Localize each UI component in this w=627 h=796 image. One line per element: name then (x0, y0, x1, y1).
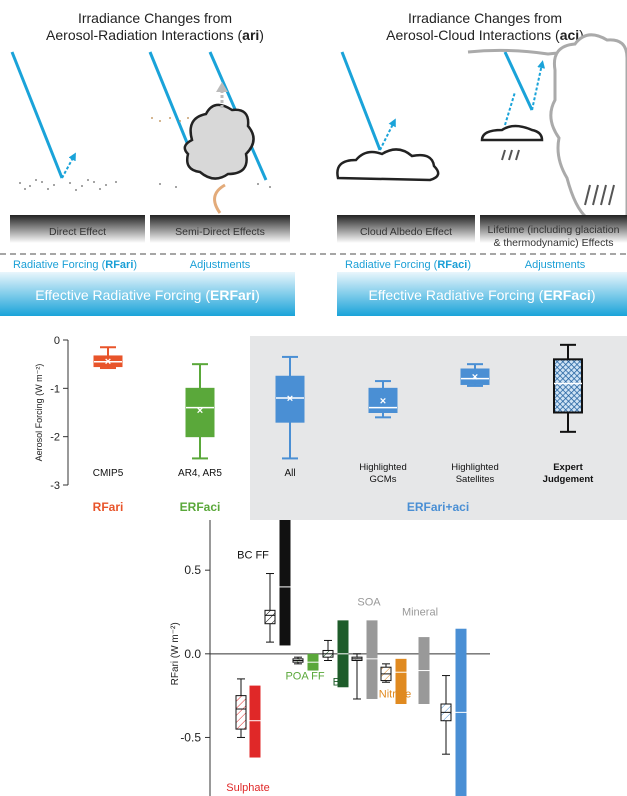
series-label: BC FF (237, 549, 269, 561)
ari-title-line1: Irradiance Changes from (77, 10, 233, 26)
group-label: RFari (93, 500, 124, 514)
ari-title-line2: Aerosol-Radiation Interactions (ari) (46, 27, 264, 43)
mean-marker: × (472, 371, 478, 383)
rf-aci-label: Radiative Forcing (RFaci) (345, 259, 471, 271)
category-label: Expert (553, 462, 583, 473)
hatched-box (264, 609, 276, 625)
category-label: CMIP5 (93, 468, 124, 479)
category-label: Satellites (456, 474, 495, 485)
hatched-box (235, 695, 247, 730)
mean-marker: × (287, 393, 293, 405)
y-tick-label: -1 (50, 383, 60, 395)
series-label: Nitrate (379, 688, 411, 700)
y-tick-label: 0.5 (184, 563, 201, 577)
direct-effect-band (10, 215, 145, 243)
y-axis-label: Aerosol Forcing (W m⁻²) (34, 364, 44, 462)
category-label: GCMs (370, 474, 397, 485)
aci-title-line2: Aerosol-Cloud Interactions (aci) (386, 27, 584, 43)
mean-marker: × (105, 356, 111, 368)
group-label: ERFari+aci (407, 500, 469, 514)
solid-bar (395, 658, 407, 704)
rf-ari-label: Radiative Forcing (RFari) (12, 259, 138, 271)
lifetime-band (480, 215, 627, 243)
rfari-species-chart: 0.5 0.0 -0.5 RFari (W m⁻²) Sulphate BC FF POA … (170, 520, 490, 796)
series-label: Mineral (402, 606, 438, 618)
category-label: AR4, AR5 (178, 468, 222, 479)
direct-effect-panel (10, 51, 117, 191)
ari-title: Irradiance Changes from Aerosol-Radiatio… (40, 10, 270, 44)
aerosol-forcing-chart: 0 -1 -2 -3 Aerosol Forcing (W m⁻²) × CMIP5 × AR4… (34, 335, 627, 520)
mean-marker: × (197, 405, 203, 417)
series-label: POA FF (285, 671, 324, 683)
erf-aci-band (337, 272, 627, 316)
box (553, 358, 583, 414)
lifetime-effect-panel (467, 33, 627, 220)
y-tick-label: 0.0 (184, 647, 201, 661)
solid-bar (279, 520, 291, 646)
y-tick-label: -0.5 (180, 730, 201, 744)
y-axis-label: RFari (W m⁻²) (170, 622, 181, 685)
semi-direct-band (150, 215, 290, 243)
schematic-illustration (0, 33, 627, 316)
erf-ari-band (0, 272, 295, 316)
cloud-albedo-panel (336, 51, 440, 182)
solid-bar (249, 685, 261, 758)
y-tick-label: -3 (50, 480, 60, 492)
semi-direct-effect-panel (148, 51, 271, 214)
box (185, 387, 215, 438)
solid-bar (366, 620, 378, 699)
series-label: SOA (357, 596, 381, 608)
category-label: Highlighted (359, 462, 407, 473)
y-tick-label: 0 (54, 335, 60, 347)
semi-direct-effects-label: Semi-Direct Effects (175, 226, 265, 238)
group-label: ERFaci (180, 500, 221, 514)
erf-aci-label: Effective Radiative Forcing (ERFaci) (368, 287, 596, 303)
y-tick-label: -2 (50, 432, 60, 444)
cloud-albedo-effect-label: Cloud Albedo Effect (359, 226, 453, 238)
series-label: BB (333, 677, 348, 689)
box (368, 387, 398, 413)
adjustments-aci-label: Adjustments (524, 259, 586, 271)
box (460, 368, 490, 385)
adjustments-ari-label: Adjustments (189, 259, 251, 271)
direct-effect-label: Direct Effect (49, 226, 106, 238)
box (275, 375, 305, 423)
lifetime-effects-label: Lifetime (including glaciation & thermod… (480, 224, 627, 250)
aci-title-line1: Irradiance Changes from (407, 10, 563, 26)
series-label: Sulphate (226, 782, 269, 794)
category-label: Judgement (543, 474, 595, 485)
erf-ari-label: Effective Radiative Forcing (ERFari) (35, 287, 260, 303)
lifetime-effects-line2: & thermodynamic) Effects (493, 237, 614, 249)
cloud-albedo-band (337, 215, 475, 243)
lifetime-effects-line1: Lifetime (including glaciation (487, 224, 620, 236)
category-label: Highlighted (451, 462, 499, 473)
category-label: All (284, 468, 295, 479)
mean-marker: × (380, 395, 386, 407)
aci-title: Irradiance Changes from Aerosol-Cloud In… (370, 10, 600, 44)
